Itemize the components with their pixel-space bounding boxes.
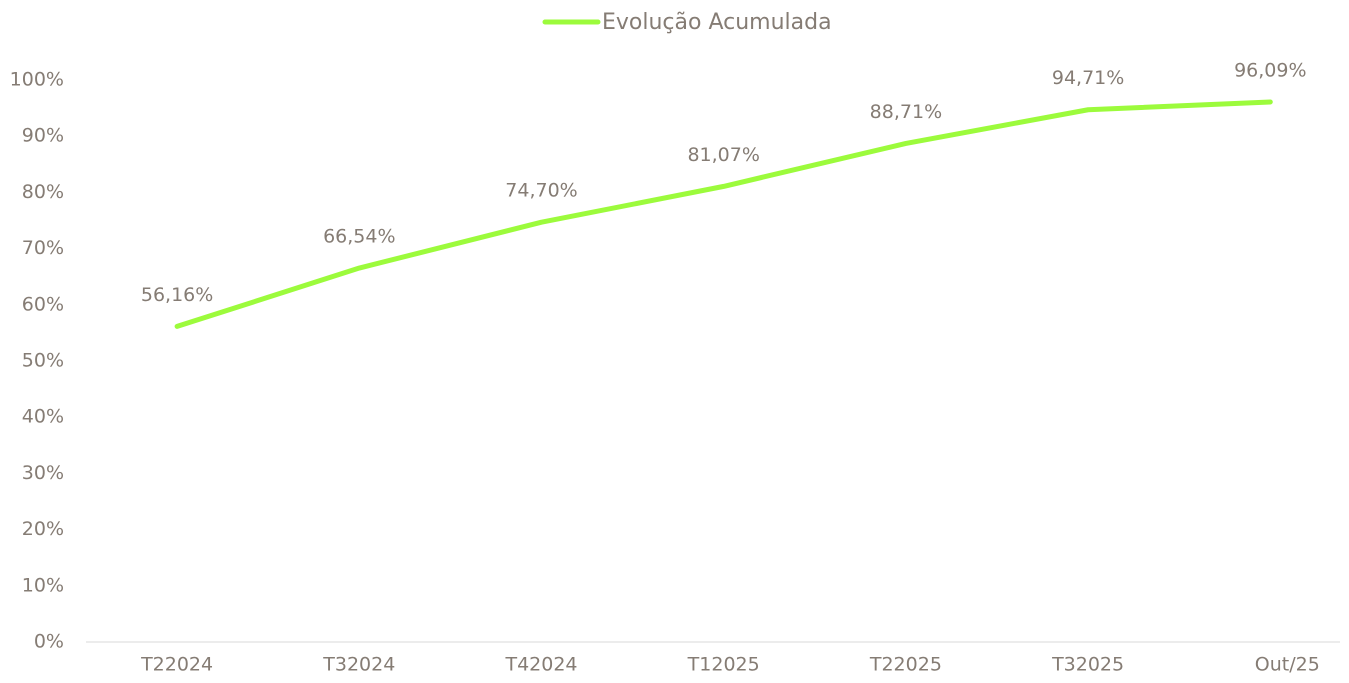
y-tick-label: 70% — [22, 237, 64, 259]
x-tick-label: T22025 — [869, 654, 942, 676]
x-tick-label: T12025 — [687, 654, 760, 676]
data-label: 96,09% — [1234, 59, 1306, 81]
x-tick-label: T42024 — [504, 654, 577, 676]
legend-label: Evolução Acumulada — [602, 10, 832, 35]
y-tick-label: 40% — [22, 406, 64, 428]
y-tick-label: 20% — [22, 518, 64, 540]
data-label: 74,70% — [505, 180, 577, 202]
y-tick-label: 100% — [10, 69, 64, 91]
x-tick-label: T22024 — [140, 654, 213, 676]
y-tick-label: 80% — [22, 181, 64, 203]
y-tick-label: 30% — [22, 462, 64, 484]
y-tick-label: 10% — [22, 574, 64, 596]
y-tick-label: 50% — [22, 350, 64, 372]
data-label: 66,54% — [323, 226, 395, 248]
x-tick-label: Out/25 — [1255, 654, 1320, 676]
y-tick-label: 60% — [22, 293, 64, 315]
data-label: 94,71% — [1052, 67, 1124, 89]
x-tick-label: T32024 — [322, 654, 395, 676]
x-tick-label: T32025 — [1051, 654, 1124, 676]
y-tick-label: 90% — [22, 125, 64, 147]
data-label: 56,16% — [141, 284, 213, 306]
data-label: 88,71% — [870, 101, 942, 123]
data-label: 81,07% — [687, 144, 759, 166]
y-tick-label: 0% — [34, 631, 64, 653]
line — [174, 99, 1273, 329]
